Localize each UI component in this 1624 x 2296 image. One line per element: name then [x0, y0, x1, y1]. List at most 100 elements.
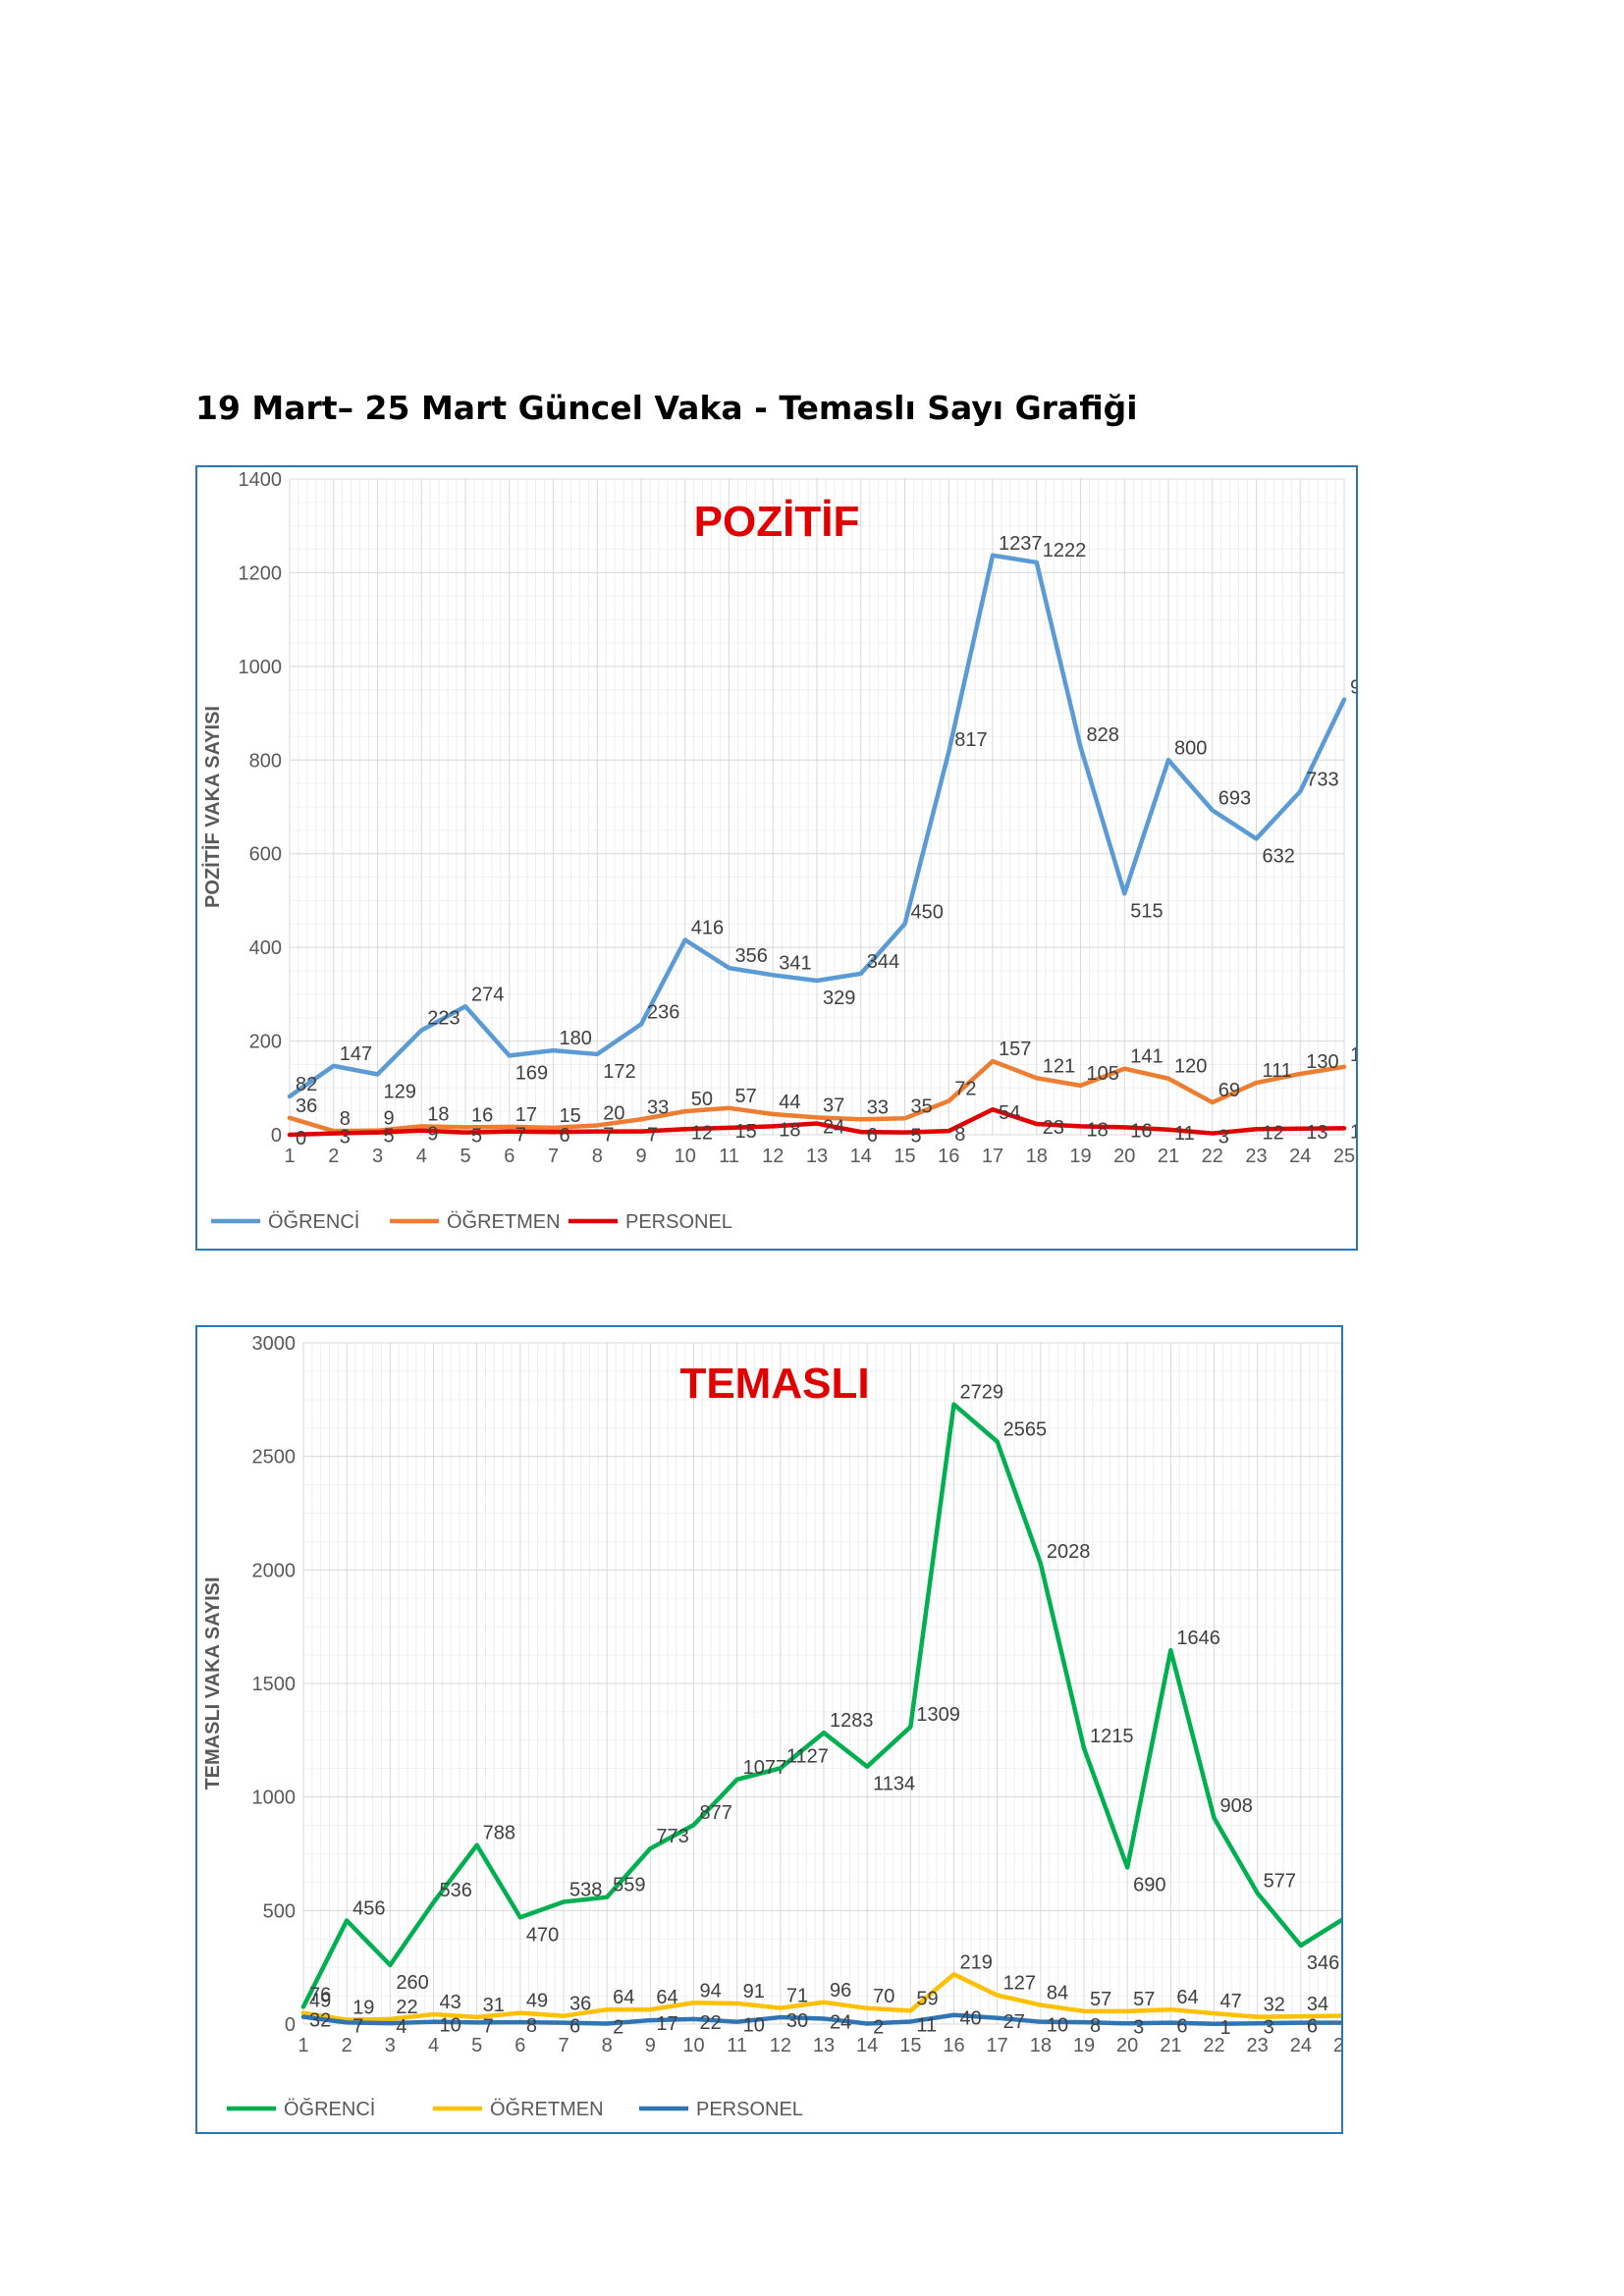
data-point: [517, 1915, 522, 1920]
y-axis-title: TEMASLI VAKA SAYISI: [202, 1576, 224, 1789]
data-label: 96: [830, 1980, 851, 2002]
x-tick-label: 7: [558, 2035, 568, 2056]
data-label: 20: [603, 1102, 624, 1124]
y-tick-label: 400: [249, 937, 282, 959]
data-label: 127: [1003, 1973, 1036, 1995]
y-tick-label: 1000: [252, 1788, 297, 1809]
data-label: 470: [526, 1924, 559, 1946]
data-point: [1122, 891, 1127, 896]
data-label: 11: [916, 2014, 937, 2036]
data-point: [595, 1123, 600, 1128]
data-point: [639, 1022, 643, 1027]
data-point: [727, 1125, 731, 1130]
data-label: 59: [916, 1988, 938, 2009]
data-point: [474, 2014, 479, 2019]
data-label: 2: [873, 2017, 884, 2039]
data-label: 30: [786, 2010, 808, 2032]
data-label: 219: [960, 1951, 993, 1973]
data-label: 71: [786, 1986, 808, 2007]
data-point: [734, 2001, 739, 2005]
data-point: [858, 1130, 863, 1135]
data-point: [388, 1962, 393, 1967]
data-label: 0: [296, 1128, 306, 1149]
x-tick-label: 2: [342, 2035, 352, 2056]
x-tick-label: 5: [460, 1146, 470, 1167]
data-label: 13: [1306, 1122, 1327, 1144]
x-tick-label: 11: [719, 1146, 739, 1167]
x-tick-label: 8: [592, 1146, 603, 1167]
data-point: [947, 750, 951, 755]
x-tick-label: 15: [893, 1146, 915, 1167]
data-point: [771, 973, 776, 978]
data-label: 57: [1090, 1989, 1111, 2010]
data-label: 10: [440, 2015, 461, 2037]
data-label: 6: [560, 1125, 570, 1147]
data-label: 11: [1174, 1123, 1195, 1145]
data-point: [1212, 1815, 1217, 1820]
x-tick-label: 22: [1203, 2035, 1224, 2056]
data-point: [1298, 789, 1303, 794]
data-point: [1255, 1891, 1260, 1896]
data-label: 788: [483, 1823, 515, 1844]
data-label: 8: [526, 2015, 537, 2037]
data-label: 8: [1090, 2015, 1101, 2037]
x-tick-label: 6: [514, 2035, 525, 2056]
y-tick-label: 2000: [252, 1560, 297, 1581]
data-point: [1125, 2008, 1130, 2013]
data-point: [1168, 1648, 1173, 1653]
data-point: [474, 2020, 479, 2025]
data-label: 260: [396, 1972, 428, 1994]
data-point: [902, 922, 907, 927]
data-label: 4: [396, 2016, 406, 2038]
data-point: [1168, 2007, 1173, 2012]
data-point: [562, 2013, 566, 2018]
data-label: 1237: [999, 533, 1043, 555]
data-label: 632: [1263, 845, 1295, 867]
data-label: 344: [867, 951, 899, 973]
data-point: [727, 966, 731, 971]
data-label: 16: [471, 1104, 493, 1126]
data-label: 3: [340, 1127, 351, 1148]
y-tick-label: 2500: [252, 1447, 297, 1468]
data-label: 84: [1047, 1983, 1068, 2004]
data-label: 147: [340, 1043, 372, 1065]
positive-chart: 0 200 400 600 800 1000 1200 1400 1 2 3 4 5 6 7 8 9 10 11 12…: [195, 465, 1382, 1251]
data-label: 2565: [1003, 1419, 1048, 1441]
data-label: 577: [1264, 1871, 1296, 1893]
data-point: [734, 1777, 739, 1782]
legend: ÖĞRENCİ ÖĞRETMEN PERSONEL: [227, 2098, 803, 2120]
data-point: [947, 1098, 951, 1103]
data-point: [1342, 1064, 1346, 1069]
x-tick-label: 14: [850, 1146, 872, 1167]
data-point: [1168, 2020, 1173, 2025]
data-label: 416: [691, 918, 724, 939]
data-point: [995, 1993, 1000, 1998]
x-tick-label: 2: [328, 1146, 339, 1167]
data-point: [463, 1125, 467, 1130]
data-label: 6: [1307, 2016, 1318, 2038]
data-label: 1: [1220, 2017, 1231, 2039]
y-tick-label: 500: [263, 1900, 296, 1922]
data-label: 54: [999, 1102, 1020, 1124]
data-label: 773: [656, 1826, 688, 1847]
data-point: [815, 979, 819, 984]
data-label: 1127: [786, 1745, 829, 1767]
x-tick-label: 17: [987, 2035, 1008, 2056]
data-label: 341: [779, 952, 811, 974]
data-point: [1298, 1126, 1303, 1131]
data-point: [691, 2001, 696, 2005]
data-label: 172: [603, 1061, 635, 1083]
data-point: [288, 1115, 292, 1120]
data-point: [562, 1899, 566, 1904]
data-point: [822, 2000, 826, 2004]
x-tick-label: 15: [899, 2035, 921, 2056]
data-label: 18: [779, 1119, 800, 1141]
data-label: 12: [691, 1122, 713, 1144]
data-label: 43: [440, 1992, 461, 2013]
data-point: [648, 2007, 653, 2012]
legend-label: ÖĞRENCİ: [284, 2098, 375, 2120]
data-point: [431, 2012, 436, 2017]
data-point: [947, 1129, 951, 1134]
x-tick-label: 21: [1160, 2035, 1181, 2056]
